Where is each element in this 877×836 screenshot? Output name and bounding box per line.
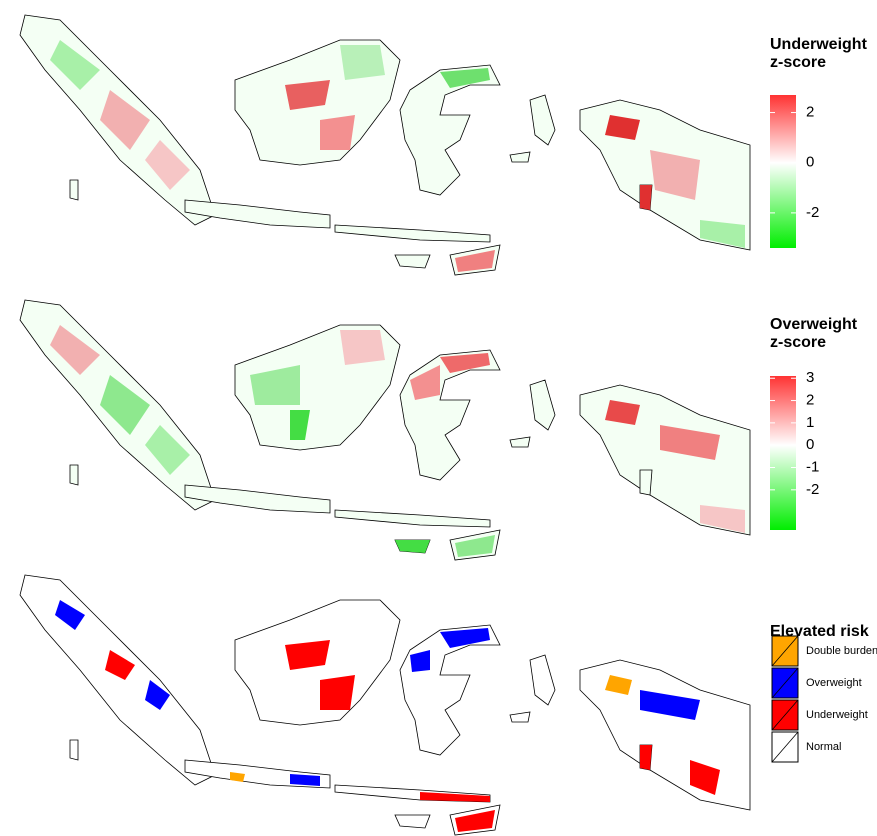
legend-label: Underweight — [806, 709, 868, 721]
legend-title: z-score — [770, 334, 826, 351]
legend-title: Underweight — [770, 36, 868, 53]
colorbar — [770, 95, 796, 248]
legend-label: Overweight — [806, 677, 862, 689]
colorbar-tick-label: 0 — [806, 436, 814, 453]
legend-label: Double burden — [806, 645, 877, 657]
colorbar-tick-label: 3 — [806, 369, 814, 386]
colorbar-tick-label: 2 — [806, 392, 814, 409]
overweight-map — [20, 300, 750, 560]
figure: Underweightz-score20-2Overweightz-score3… — [0, 0, 877, 836]
legend-label: Normal — [806, 741, 841, 753]
colorbar-tick-label: -1 — [806, 458, 819, 475]
legend-title: z-score — [770, 54, 826, 71]
legend-title: Overweight — [770, 316, 858, 333]
colorbar-tick-label: -2 — [806, 481, 819, 498]
underweight-map — [20, 15, 750, 275]
colorbar-tick-label: 1 — [806, 414, 814, 431]
colorbar — [770, 376, 796, 530]
colorbar-tick-label: 0 — [806, 154, 814, 171]
colorbar-tick-label: 2 — [806, 104, 814, 121]
colorbar-tick-label: -2 — [806, 204, 819, 221]
legends: Underweightz-score20-2Overweightz-score3… — [770, 36, 877, 762]
risk-map — [20, 575, 750, 835]
